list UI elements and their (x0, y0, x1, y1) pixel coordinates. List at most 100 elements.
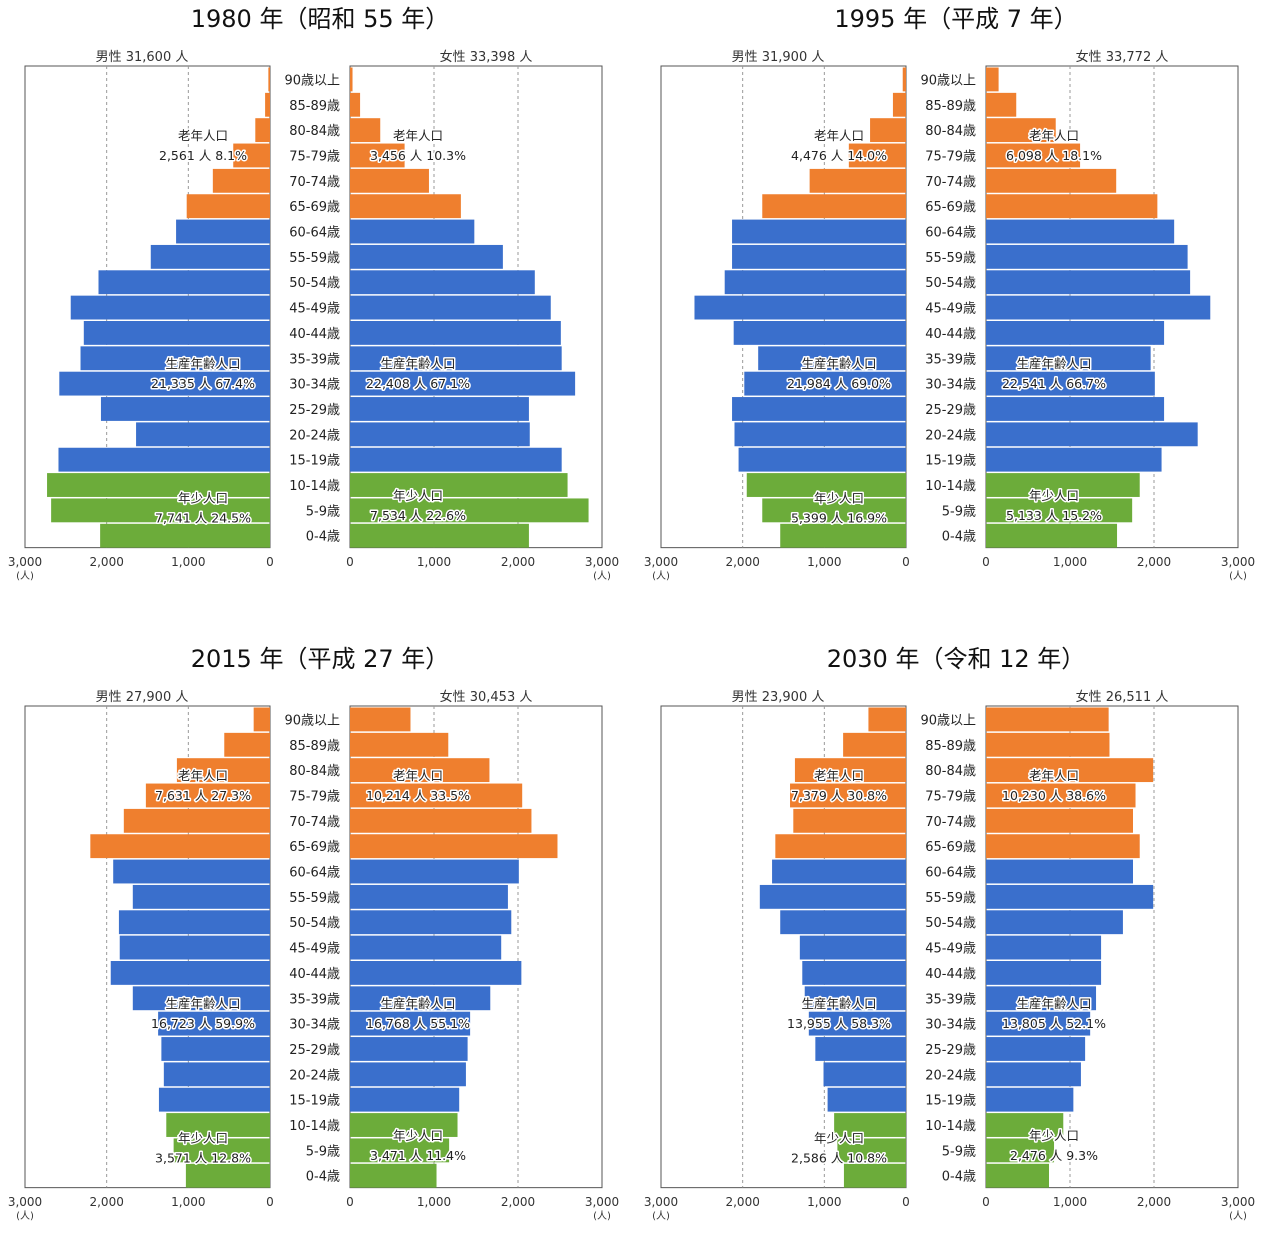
female-young-annotation-title: 年少人口 (393, 488, 443, 503)
male-bar-18 (173, 1138, 270, 1163)
age-label: 80-84歳 (289, 124, 340, 139)
male-bar-1 (868, 707, 906, 732)
male-unit-label: (人) (16, 1210, 34, 1222)
axis-tick-label: 3,000 (644, 555, 678, 569)
male-bar-13 (808, 1011, 906, 1036)
female-bar-12 (986, 346, 1151, 371)
pyramid-svg-2030: 2030 年（令和 12 年） 男性 23,900 人 女性 26,511 人 90歳… (644, 645, 1255, 1222)
male-bar-6 (775, 834, 906, 859)
female-bar-13 (350, 1011, 471, 1036)
male-elderly-annotation-title: 老年人口 (814, 768, 864, 783)
male-elderly-annotation-title: 老年人口 (178, 768, 228, 783)
male-bar-9 (724, 270, 906, 295)
age-label: 40-44歳 (289, 327, 340, 342)
male-bar-13 (158, 1011, 270, 1036)
female-bar-1 (350, 707, 411, 732)
male-bar-11 (83, 321, 270, 345)
male-bar-10 (119, 935, 270, 960)
male-working-annotation-value: 13,955 人 58.3% (787, 1016, 891, 1031)
age-label: 90歳以上 (284, 713, 340, 728)
age-label: 20-24歳 (925, 1068, 976, 1083)
age-label: 60-64歳 (289, 226, 340, 241)
female-bar-10 (986, 935, 1102, 960)
male-bar-2 (224, 732, 270, 757)
female-working-annotation-title: 生産年齢人口 (1016, 996, 1091, 1011)
axis-tick-label: 2,000 (1137, 555, 1171, 569)
male-elderly-annotation-value: 4,476 人 14.0% (791, 148, 887, 163)
axis-tick-label: 0 (982, 555, 990, 569)
male-working-annotation-title: 生産年齢人口 (165, 356, 240, 371)
male-bar-1 (253, 707, 270, 732)
axis-tick-label: 1,000 (807, 555, 841, 569)
female-elderly-annotation-value: 6,098 人 18.1% (1006, 148, 1102, 163)
male-unit-label: (人) (652, 570, 670, 582)
age-label: 5-9歳 (306, 1144, 340, 1159)
pyramid-svg-2015: 2015 年（平成 27 年） 男性 27,900 人 女性 30,453 人 90歳… (8, 645, 619, 1222)
male-total-label: 男性 31,900 人 (732, 50, 825, 65)
female-bar-14 (350, 1037, 468, 1061)
axis-tick-label: 2,000 (89, 555, 123, 569)
male-young-annotation-value: 7,741 人 24.5% (155, 511, 251, 526)
female-bar-10 (986, 295, 1211, 320)
female-bar-5 (986, 808, 1133, 833)
male-bar-18 (762, 498, 906, 523)
female-young-annotation-value: 7,534 人 22.6% (370, 508, 466, 523)
female-young-annotation-value: 2,476 人 9.3% (1010, 1148, 1098, 1163)
female-bar-13 (986, 371, 1155, 396)
female-elderly-annotation-title: 老年人口 (1029, 768, 1079, 783)
male-young-annotation-title: 年少人口 (814, 491, 864, 506)
female-young-annotation-value: 3,471 人 11.4% (370, 1148, 466, 1163)
female-bar-4 (350, 143, 405, 168)
age-label: 60-64歳 (925, 226, 976, 241)
female-bar-7 (986, 859, 1133, 884)
female-bar-10 (350, 295, 551, 320)
female-bar-2 (986, 92, 1017, 117)
female-unit-label: (人) (593, 570, 611, 582)
male-elderly-annotation-title: 老年人口 (178, 128, 228, 143)
male-young-annotation-value: 3,571 人 12.8% (155, 1151, 251, 1166)
female-young-annotation-title: 年少人口 (1029, 488, 1079, 503)
female-unit-label: (人) (1229, 570, 1247, 582)
age-label: 55-59歳 (925, 251, 976, 266)
male-bar-5 (123, 808, 270, 833)
male-bar-12 (758, 346, 906, 371)
axis-tick-label: 1,000 (417, 555, 451, 569)
male-bar-15 (823, 1062, 906, 1087)
female-bar-2 (986, 732, 1110, 757)
chart-title: 2030 年（令和 12 年） (827, 645, 1086, 673)
age-label: 75-79歳 (925, 789, 976, 804)
age-label: 70-74歳 (925, 175, 976, 190)
male-young-annotation-value: 5,399 人 16.9% (791, 511, 887, 526)
age-label: 75-79歳 (925, 149, 976, 164)
age-label: 80-84歳 (289, 764, 340, 779)
age-label: 55-59歳 (289, 251, 340, 266)
male-bar-19 (100, 523, 270, 548)
male-bar-4 (790, 783, 906, 808)
female-bar-2 (350, 732, 449, 757)
female-working-annotation-value: 22,541 人 66.7% (1002, 376, 1106, 391)
age-label: 50-54歳 (289, 916, 340, 931)
age-label: 0-4歳 (942, 530, 976, 545)
age-label: 20-24歳 (925, 428, 976, 443)
male-bar-6 (186, 194, 270, 219)
age-label: 45-49歳 (289, 942, 340, 957)
female-bar-7 (986, 219, 1175, 244)
female-working-annotation-title: 生産年齢人口 (380, 996, 455, 1011)
age-label: 15-19歳 (289, 454, 340, 469)
male-bar-19 (780, 523, 906, 548)
age-label: 10-14歳 (289, 1119, 340, 1134)
female-elderly-annotation-value: 10,214 人 33.5% (366, 788, 470, 803)
age-label: 75-79歳 (289, 789, 340, 804)
age-label: 45-49歳 (925, 942, 976, 957)
female-bar-7 (350, 219, 475, 244)
female-bar-6 (350, 834, 558, 859)
male-bar-13 (744, 371, 906, 396)
female-bar-9 (350, 270, 535, 295)
male-bar-14 (815, 1037, 906, 1061)
age-label: 0-4歳 (306, 530, 340, 545)
age-label: 0-4歳 (942, 1170, 976, 1185)
female-bar-15 (986, 1062, 1081, 1087)
female-young-annotation-title: 年少人口 (393, 1128, 443, 1143)
male-bar-15 (136, 422, 270, 447)
male-bar-16 (827, 1087, 906, 1112)
